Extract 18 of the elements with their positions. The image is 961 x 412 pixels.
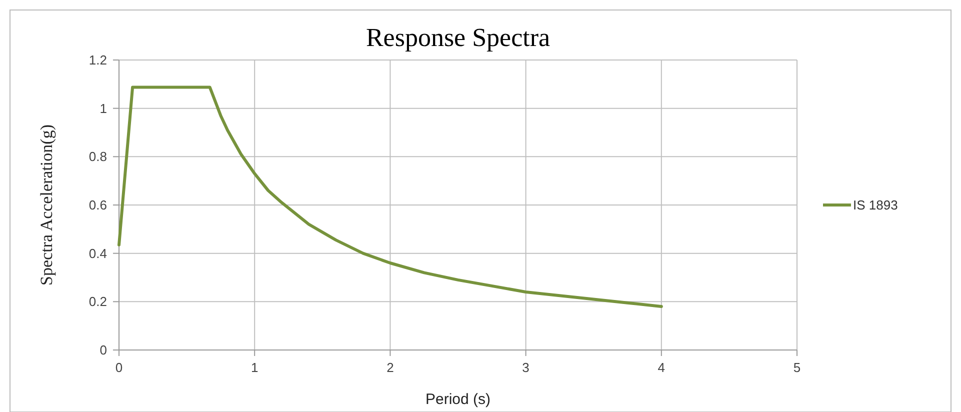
x-axis-title: Period (s) (425, 391, 491, 408)
x-tick-label: 3 (522, 360, 530, 375)
y-tick-label: 0.8 (88, 149, 107, 164)
y-tick-label: 0.2 (88, 294, 107, 310)
chart-title: Response Spectra (366, 23, 551, 52)
y-tick-label: 1 (100, 100, 107, 116)
x-tick-label: 1 (250, 360, 258, 375)
y-tick-label: 1.2 (88, 52, 107, 68)
legend-label: IS 1893 (853, 198, 898, 213)
y-axis-title: Spectra Acceleration(g) (37, 124, 56, 286)
line-series (118, 86, 663, 308)
x-tick-label: 2 (386, 360, 394, 375)
x-tick-label: 5 (793, 360, 801, 375)
x-tick-label: 0 (115, 360, 123, 375)
y-tick-label: 0.6 (88, 198, 107, 213)
y-tick-label: 0 (100, 342, 107, 358)
y-tick-label: 0.4 (88, 246, 107, 261)
x-tick-label: 4 (658, 360, 666, 375)
